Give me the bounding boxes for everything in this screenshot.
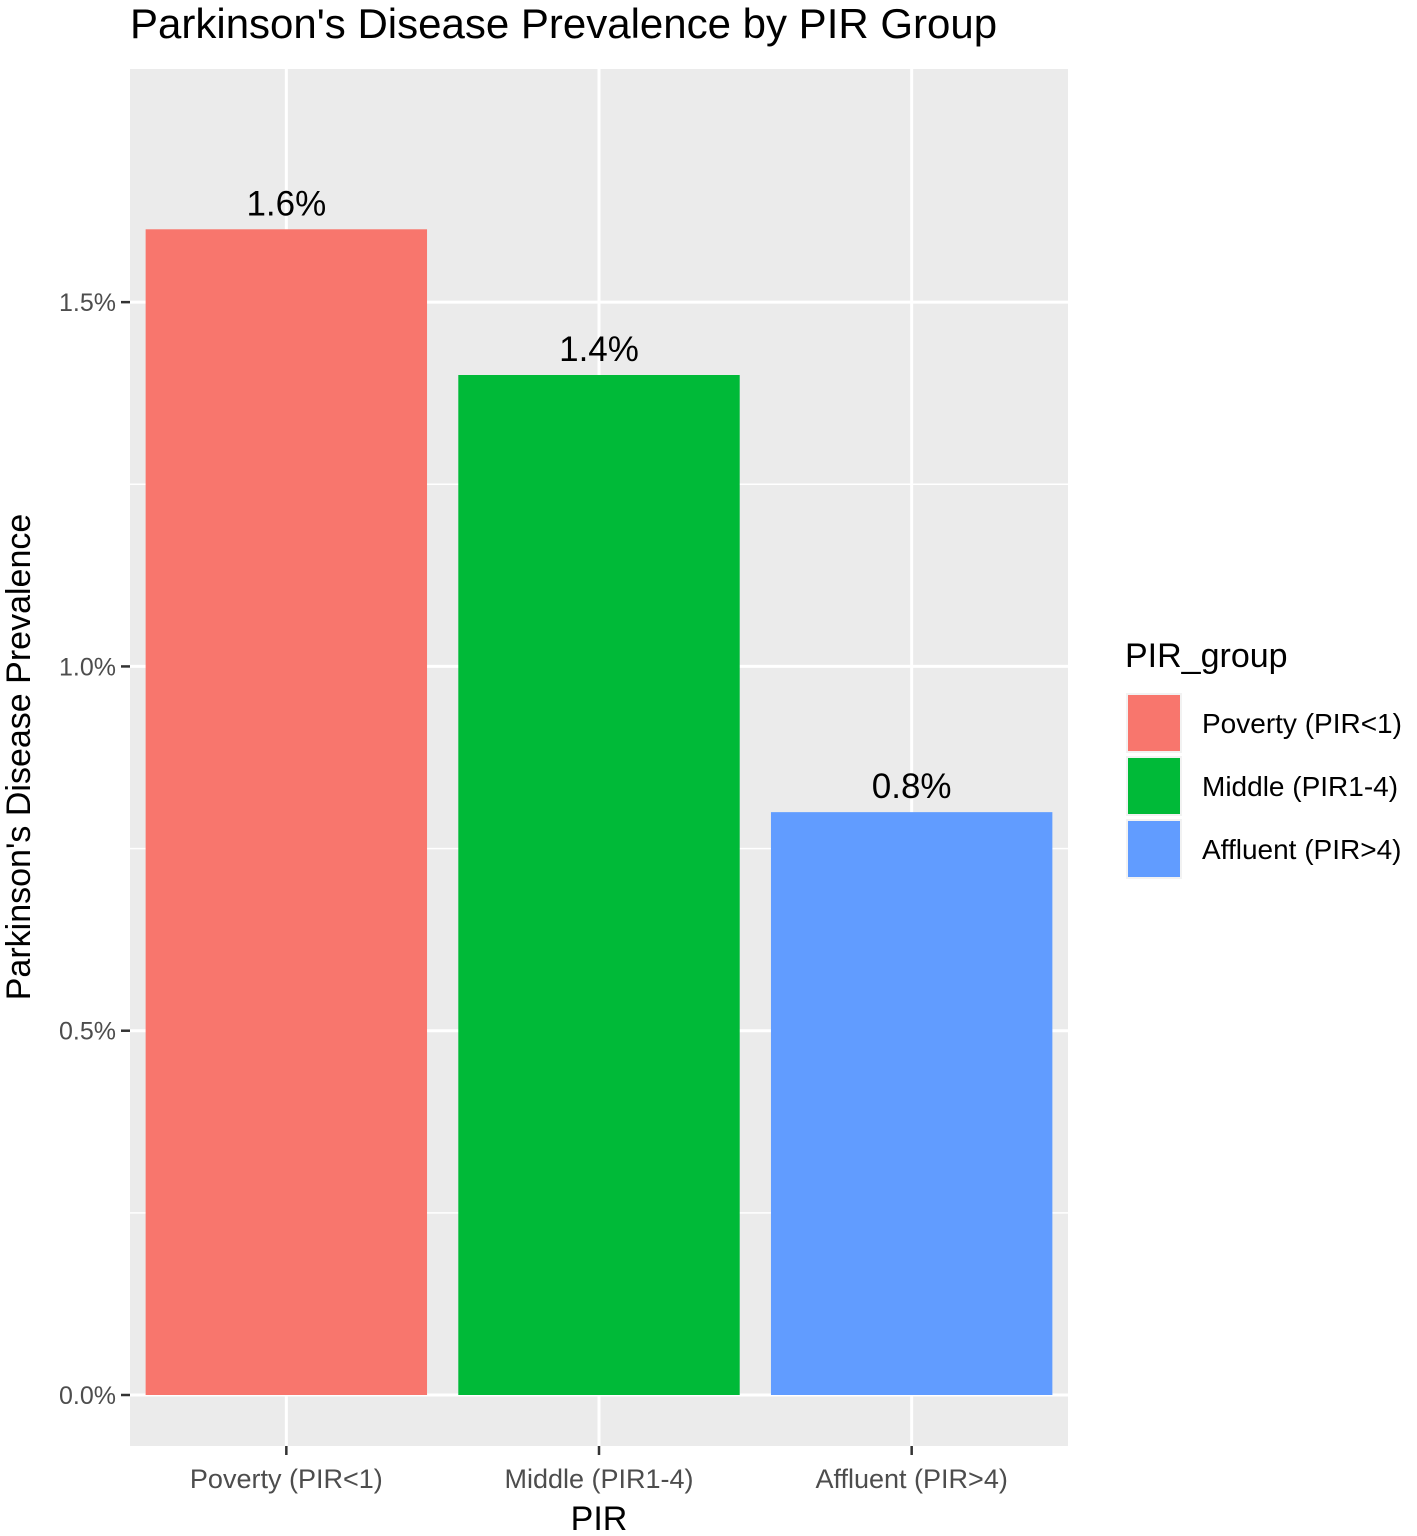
x-axis: Poverty (PIR<1) Middle (PIR1-4) Affluent (… bbox=[190, 1446, 1008, 1494]
bar-value-label: 1.6% bbox=[246, 184, 326, 223]
y-axis-title: Parkinson's Disease Prevalence bbox=[0, 514, 38, 1001]
x-tick-label: Middle (PIR1-4) bbox=[504, 1464, 693, 1494]
bar bbox=[145, 229, 428, 1395]
x-axis-title: PIR bbox=[571, 1500, 628, 1536]
legend-swatch bbox=[1128, 758, 1180, 814]
y-tick-label: 1.5% bbox=[59, 289, 116, 317]
legend-swatch bbox=[1128, 695, 1180, 751]
legend-label: Middle (PIR1-4) bbox=[1202, 771, 1398, 802]
bar bbox=[770, 812, 1053, 1395]
y-axis: 0.0% 0.5% 1.0% 1.5% bbox=[59, 289, 130, 1410]
legend-label: Affluent (PIR>4) bbox=[1202, 834, 1401, 865]
y-tick-label: 0.5% bbox=[59, 1018, 116, 1046]
x-tick-label: Poverty (PIR<1) bbox=[190, 1464, 383, 1494]
legend-swatch bbox=[1128, 821, 1180, 877]
y-tick-label: 1.0% bbox=[59, 653, 116, 681]
bar-value-labels: 1.6% 1.4% 0.8% bbox=[246, 184, 951, 806]
bar-value-label: 1.4% bbox=[559, 330, 639, 369]
y-tick-label: 0.0% bbox=[59, 1382, 116, 1410]
legend-title: PIR_group bbox=[1125, 637, 1288, 675]
legend: PIR_group Poverty (PIR<1) Middle (PIR1-4)… bbox=[1125, 637, 1402, 879]
bars bbox=[145, 229, 1053, 1395]
chart-title: Parkinson's Disease Prevalence by PIR Gr… bbox=[130, 0, 997, 47]
bar bbox=[458, 375, 740, 1395]
legend-label: Poverty (PIR<1) bbox=[1202, 708, 1402, 739]
bar-value-label: 0.8% bbox=[872, 767, 952, 806]
x-tick-label: Affluent (PIR>4) bbox=[815, 1464, 1007, 1494]
